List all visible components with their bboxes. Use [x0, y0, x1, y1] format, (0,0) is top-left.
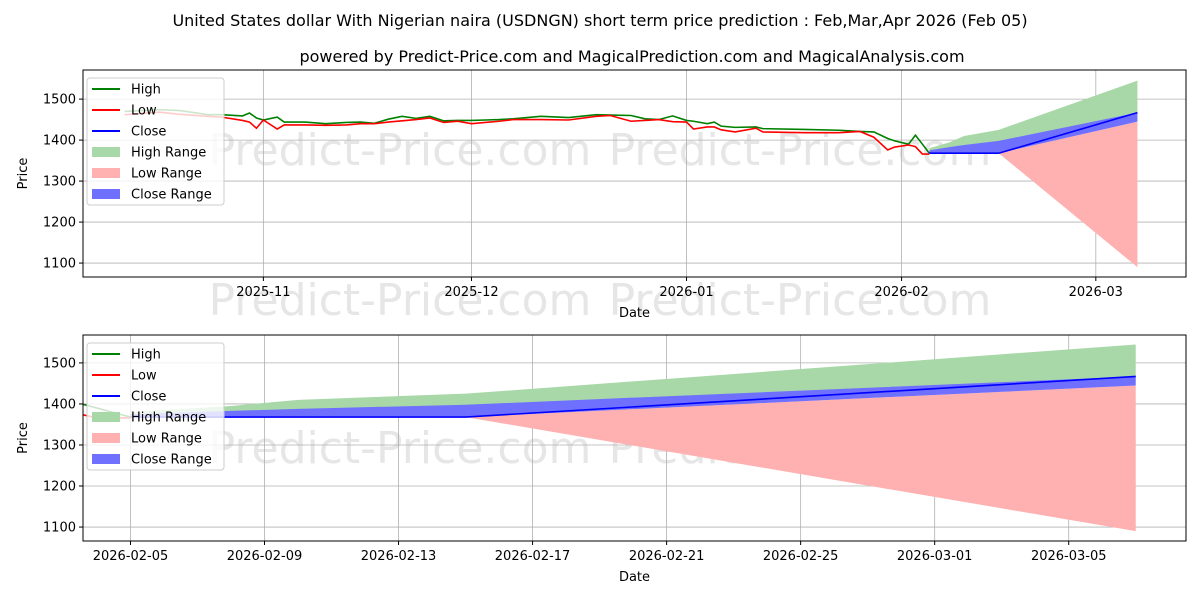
- watermark: Predict-Price.com: [209, 275, 592, 326]
- low-line: [124, 111, 930, 155]
- x-tick-label: 2026-02-05: [93, 549, 169, 564]
- x-tick-label: 2026-01: [659, 285, 713, 300]
- legend: High Low Close High Range Low Range Close Ran…: [86, 77, 225, 206]
- x-tick-label: 2026-02-21: [629, 549, 705, 564]
- legend-label: Close Range: [131, 188, 212, 203]
- low-range-band: [929, 121, 1138, 268]
- chart-subtitle: powered by Predict-Price.com and Magical…: [299, 47, 964, 66]
- close-range-band: [929, 112, 1138, 154]
- legend: High Low Close High Range Low Range Close Ran…: [86, 342, 225, 471]
- legend-swatch-patch: [92, 412, 120, 422]
- legend-label: Low: [131, 369, 157, 384]
- legend-label: High: [131, 348, 161, 363]
- axes-frame: [82, 334, 1187, 542]
- x-tick-label: 2026-02-13: [361, 549, 437, 564]
- high-range-band: [130, 344, 1136, 418]
- close-range-band: [130, 376, 1136, 418]
- legend-swatch-patch: [92, 147, 120, 157]
- low-range-band: [130, 385, 1136, 532]
- y-tick-label: 1100: [43, 521, 76, 536]
- legend-swatch-patch: [92, 433, 120, 443]
- legend-swatch-patch: [92, 454, 120, 464]
- high-range-band: [929, 80, 1138, 154]
- y-tick-label: 1200: [43, 480, 76, 495]
- x-axis-label: Date: [619, 306, 650, 321]
- legend-box: [86, 342, 225, 471]
- y-tick-label: 1300: [43, 438, 76, 453]
- legend-label: Low: [131, 104, 157, 119]
- axes-2: Predict-Price.comPredict-Price.com110012…: [16, 334, 1187, 585]
- high-line: [124, 108, 930, 154]
- watermark: Predict-Price.com: [209, 125, 592, 176]
- x-tick-label: 2026-02: [874, 285, 928, 300]
- legend-swatch-patch: [92, 168, 120, 178]
- chart-title: United States dollar With Nigerian naira…: [172, 11, 1027, 30]
- legend-label: Low Range: [131, 167, 202, 182]
- legend-label: Close: [131, 125, 166, 140]
- y-tick-label: 1100: [43, 257, 76, 272]
- legend-label: High: [131, 83, 161, 98]
- axes-frame: [82, 69, 1187, 278]
- x-tick-label: 2026-02-25: [763, 549, 839, 564]
- y-axis-label: Price: [16, 158, 31, 190]
- x-tick-label: 2026-03-05: [1031, 549, 1107, 564]
- y-tick-label: 1500: [43, 93, 76, 108]
- legend-label: Low Range: [131, 432, 202, 447]
- x-tick-label: 2026-03-01: [897, 549, 973, 564]
- y-axis-label: Price: [16, 422, 31, 454]
- legend-label: Close Range: [131, 453, 212, 468]
- y-tick-label: 1200: [43, 216, 76, 231]
- legend-label: High Range: [131, 411, 206, 426]
- y-tick-label: 1400: [43, 134, 76, 149]
- x-tick-label: 2026-02-09: [227, 549, 303, 564]
- x-tick-label: 2026-02-17: [495, 549, 571, 564]
- legend-swatch-patch: [92, 189, 120, 199]
- watermark: Predict-Price.com: [209, 423, 592, 474]
- legend-label: High Range: [131, 146, 206, 161]
- x-tick-label: 2025-12: [444, 285, 498, 300]
- y-tick-label: 1500: [43, 356, 76, 371]
- legend-label: Close: [131, 390, 166, 405]
- x-axis-label: Date: [619, 570, 650, 585]
- watermark: Predict-Price.com: [609, 275, 992, 326]
- plot-area: [124, 80, 1138, 268]
- axes-1: Predict-Price.com Predict-Price.com Predic…: [16, 69, 1187, 326]
- y-tick-label: 1400: [43, 397, 76, 412]
- x-tick-label: 2025-11: [236, 285, 290, 300]
- legend-box: [86, 77, 225, 206]
- close-line: [929, 111, 1138, 155]
- y-tick-label: 1300: [43, 175, 76, 190]
- x-tick-label: 2026-03: [1069, 285, 1123, 300]
